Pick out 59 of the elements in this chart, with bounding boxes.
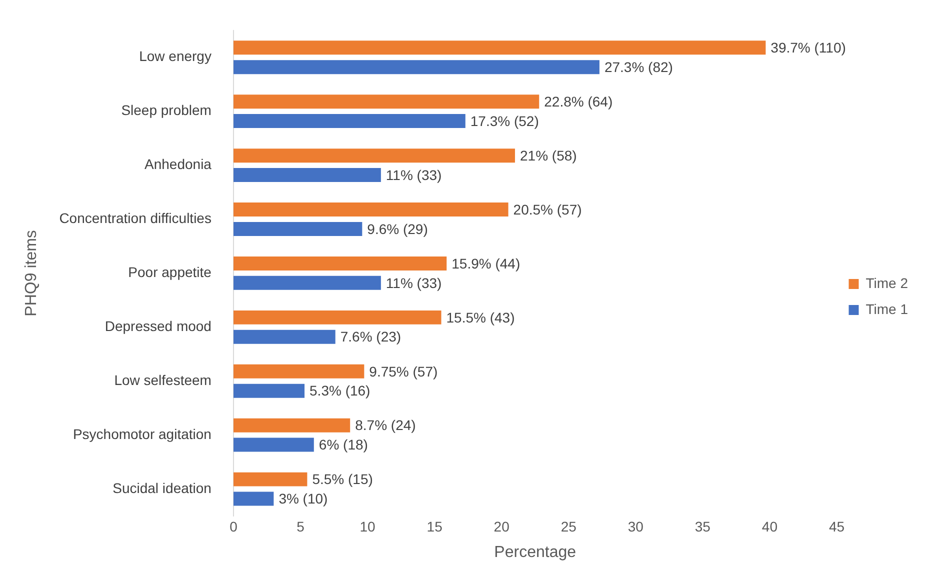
y-tick-label: Concentration difficulties: [59, 210, 212, 226]
x-tick-label: 35: [694, 518, 711, 534]
x-tick-label: 0: [230, 518, 238, 534]
data-label: 17.3% (52): [470, 112, 539, 129]
data-label: 11% (33): [386, 166, 442, 183]
data-label: 21% (58): [520, 147, 577, 164]
bar: [233, 40, 766, 55]
data-label: 6% (18): [318, 436, 368, 453]
bar: [233, 330, 336, 344]
bar: [233, 202, 508, 217]
bar: [233, 310, 442, 324]
data-label: 5.3% (16): [310, 382, 370, 399]
bar: [233, 256, 447, 270]
data-label: 8.7% (24): [355, 417, 416, 434]
y-tick-label: Anhedonia: [144, 156, 212, 172]
data-label: 11% (33): [386, 274, 442, 291]
data-label: 9.6% (29): [367, 220, 428, 237]
bar: [233, 492, 274, 506]
y-tick-label: Depressed mood: [104, 318, 212, 334]
y-tick-label: Psychomotor agitation: [72, 426, 212, 442]
data-label: 15.9% (44): [452, 255, 520, 272]
y-tick-label: Poor appetite: [128, 264, 212, 280]
y-tick-label: Sleep problem: [121, 102, 212, 118]
bar: [233, 364, 364, 378]
legend-label: Time 2: [866, 274, 908, 291]
bar: [233, 472, 308, 486]
data-label: 9.75% (57): [369, 363, 438, 380]
data-label: 27.3% (82): [604, 58, 673, 75]
data-label: 22.8% (64): [544, 93, 613, 110]
y-axis-title: PHQ9 items: [23, 230, 40, 316]
data-label: 5.5% (15): [312, 471, 373, 488]
x-tick-label: 30: [628, 518, 644, 534]
x-tick-label: 5: [296, 518, 305, 534]
x-tick-label: 10: [360, 518, 376, 534]
data-label: 15.5% (43): [446, 309, 515, 326]
x-tick-label: 45: [828, 518, 845, 534]
bar: [233, 418, 350, 432]
bar: [233, 384, 305, 398]
y-tick-label: Low selfesteem: [114, 372, 212, 388]
bar: [233, 114, 466, 128]
bar: [233, 60, 600, 74]
y-tick-label: Low energy: [139, 48, 212, 64]
legend-label: Time 1: [866, 300, 908, 317]
bar: [233, 94, 540, 109]
x-tick-label: 40: [762, 518, 778, 534]
x-tick-label: 25: [560, 518, 577, 534]
data-label: 7.6% (23): [340, 328, 402, 345]
data-label: 3% (10): [278, 490, 328, 507]
x-tick-label: 15: [426, 518, 443, 534]
x-axis-title: Percentage: [494, 544, 576, 561]
bar: [233, 168, 381, 182]
data-label: 39.7% (110): [770, 40, 846, 56]
bar: [233, 276, 381, 290]
bar: [233, 148, 515, 163]
bar: [233, 438, 314, 452]
y-tick-label: Sucidal ideation: [112, 480, 212, 496]
x-tick-label: 20: [494, 518, 510, 534]
data-label: 20.5% (57): [513, 201, 582, 218]
bar: [233, 222, 362, 236]
